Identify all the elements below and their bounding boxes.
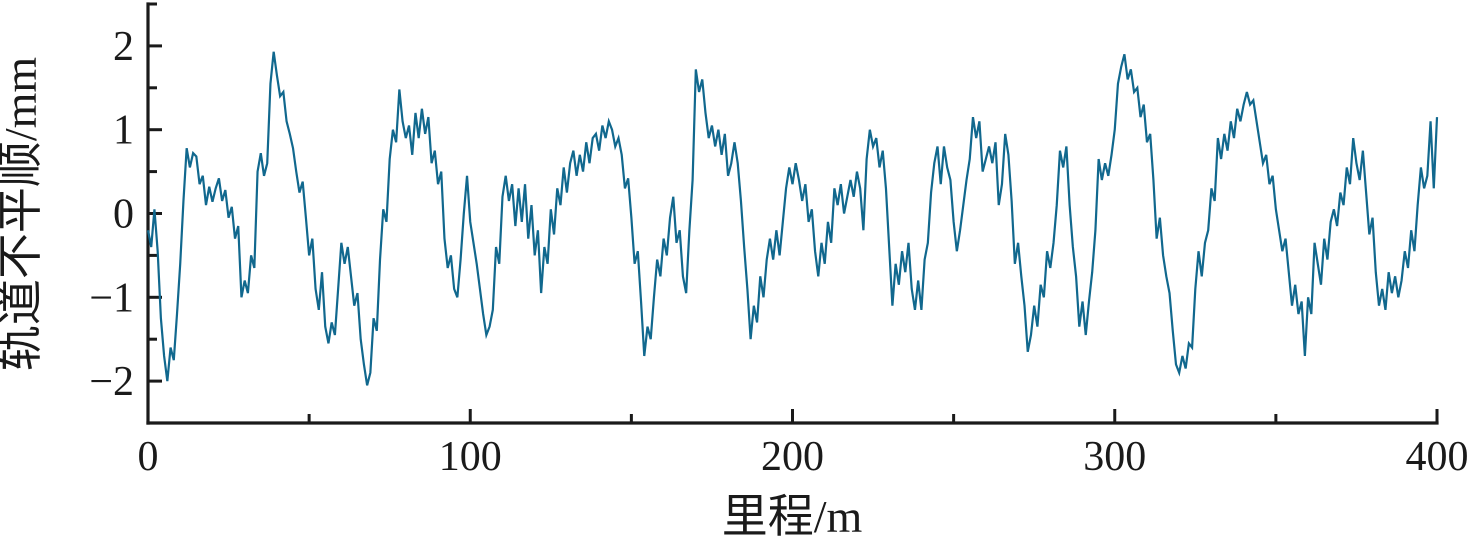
y-tick-label: −2 [89, 359, 134, 405]
y-tick-label: 0 [113, 192, 134, 238]
axis-tick-labels: 0 100 200 300 400 −2 −1 0 1 2 [89, 24, 1468, 480]
series-line-track-irregularity-profile [146, 51, 1439, 386]
x-tick-label: 400 [1406, 434, 1469, 480]
axis-ticks [146, 2, 1439, 425]
y-tick-label: −1 [89, 275, 134, 321]
x-tick-label: 300 [1083, 434, 1146, 480]
x-tick-label: 200 [761, 434, 824, 480]
data-series [146, 51, 1439, 386]
x-tick-label: 0 [138, 434, 159, 480]
x-tick-label: 100 [439, 434, 502, 480]
axes-spines [146, 2, 1439, 425]
x-axis-title: 里程/m [722, 491, 863, 542]
y-tick-label: 1 [113, 108, 134, 154]
y-tick-label: 2 [113, 24, 134, 70]
y-axis-title: 轨道不平顺/mm [0, 57, 46, 372]
